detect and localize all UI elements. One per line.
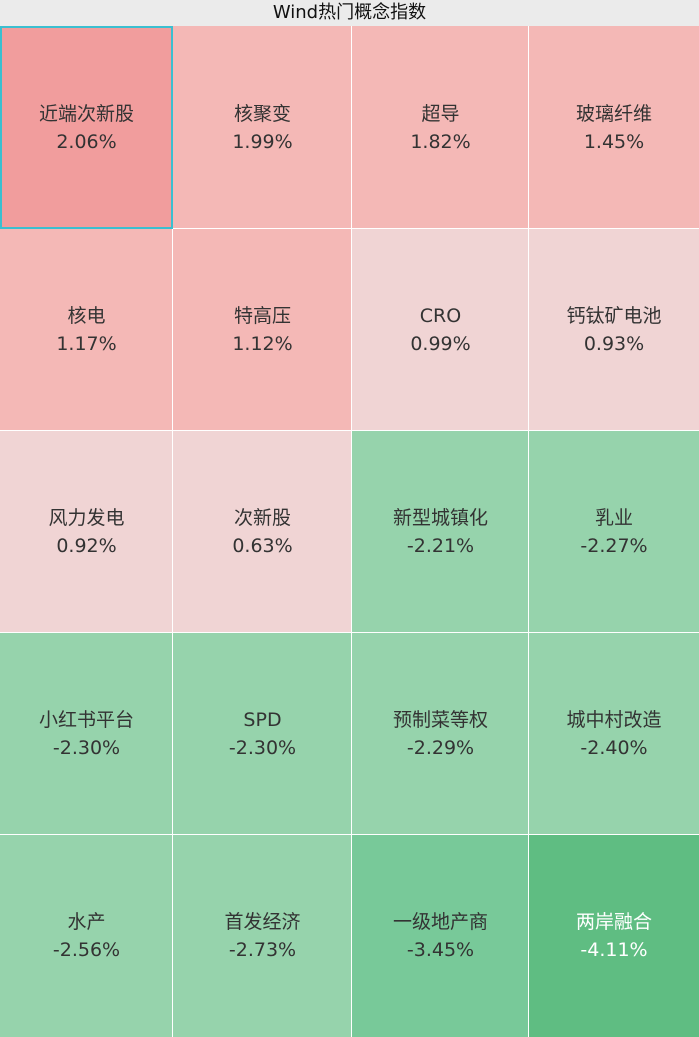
tile-label: 水产: [67, 911, 106, 933]
tile-value: -2.30%: [52, 737, 121, 759]
tile-value: 1.45%: [583, 130, 645, 153]
heatmap-tile[interactable]: 首发经济 -2.73%: [173, 835, 352, 1037]
tile-value: -2.56%: [52, 939, 121, 961]
tile-label: 近端次新股: [38, 102, 134, 125]
heatmap-tile[interactable]: 小红书平台 -2.30%: [0, 633, 173, 835]
tile-value: -2.21%: [406, 535, 475, 557]
grid-divider: [351, 26, 352, 1037]
tile-label: 特高压: [233, 305, 291, 327]
tile-value: -4.11%: [580, 939, 648, 961]
heatmap-tile[interactable]: 次新股 0.63%: [173, 431, 352, 633]
grid-divider: [0, 228, 699, 229]
heatmap-tile[interactable]: 水产 -2.56%: [0, 835, 173, 1037]
tile-label: 预制菜等权: [392, 709, 488, 731]
heatmap-tile[interactable]: 核聚变 1.99%: [173, 26, 352, 229]
grid-divider: [0, 834, 699, 835]
tile-label: 两岸融合: [575, 911, 652, 933]
tile-label: 钙钛矿电池: [566, 305, 662, 327]
heatmap-tile[interactable]: 两岸融合 -4.11%: [529, 835, 699, 1037]
tile-value: 2.06%: [56, 130, 117, 153]
tile-label: 核电: [67, 305, 106, 327]
tile-value: -2.40%: [580, 737, 648, 759]
heatmap-tile[interactable]: 核电 1.17%: [0, 229, 173, 431]
tile-value: -2.27%: [580, 535, 648, 557]
heatmap-tile[interactable]: 特高压 1.12%: [173, 229, 352, 431]
tile-label: 乳业: [594, 507, 633, 529]
tile-label: 一级地产商: [392, 911, 488, 933]
tile-value: -2.29%: [406, 737, 475, 759]
tile-label: 新型城镇化: [392, 507, 488, 529]
tile-value: -3.45%: [406, 939, 475, 961]
tile-value: 0.92%: [56, 535, 117, 557]
tile-label: 风力发电: [48, 507, 125, 529]
tile-value: -2.73%: [228, 939, 297, 961]
heatmap-tile[interactable]: CRO 0.99%: [352, 229, 529, 431]
tile-value: 0.63%: [232, 535, 293, 557]
heatmap-tile[interactable]: 钙钛矿电池 0.93%: [529, 229, 699, 431]
heatmap-tile[interactable]: 乳业 -2.27%: [529, 431, 699, 633]
chart-title: Wind热门概念指数: [0, 0, 699, 26]
tile-label: 首发经济: [224, 911, 301, 933]
tile-value: 1.99%: [232, 130, 293, 153]
tile-label: 玻璃纤维: [575, 102, 652, 125]
heatmap-tile[interactable]: 超导 1.82%: [352, 26, 529, 229]
heatmap-tile[interactable]: 一级地产商 -3.45%: [352, 835, 529, 1037]
tile-label: 城中村改造: [566, 709, 662, 731]
heatmap-tile[interactable]: SPD -2.30%: [173, 633, 352, 835]
tile-value: 1.17%: [56, 333, 117, 355]
tile-value: 0.93%: [583, 333, 645, 355]
tile-value: -2.30%: [228, 737, 297, 759]
heatmap-tile[interactable]: 城中村改造 -2.40%: [529, 633, 699, 835]
heatmap-tile[interactable]: 玻璃纤维 1.45%: [529, 26, 699, 229]
heatmap-tile[interactable]: 预制菜等权 -2.29%: [352, 633, 529, 835]
tile-label: 核聚变: [233, 102, 291, 125]
grid-divider: [0, 430, 699, 431]
tile-value: 0.99%: [410, 333, 471, 355]
grid-divider: [528, 26, 529, 1037]
heatmap-tile[interactable]: 新型城镇化 -2.21%: [352, 431, 529, 633]
tile-value: 1.12%: [232, 333, 293, 355]
grid-divider: [0, 632, 699, 633]
tile-label: 次新股: [233, 507, 291, 529]
tile-value: 1.82%: [410, 130, 471, 153]
tile-label: CRO: [419, 305, 462, 327]
grid-divider: [172, 26, 173, 1037]
tile-label: 超导: [421, 102, 460, 125]
heatmap-grid: 核聚变 1.99% 超导 1.82% 玻璃纤维 1.45% 核电 1.17% 特高压 1.12% C…: [0, 26, 699, 1037]
heatmap-tile[interactable]: 近端次新股 2.06%: [0, 26, 173, 229]
heatmap-tile[interactable]: 风力发电 0.92%: [0, 431, 173, 633]
tile-label: SPD: [243, 709, 282, 731]
tile-label: 小红书平台: [38, 709, 134, 731]
